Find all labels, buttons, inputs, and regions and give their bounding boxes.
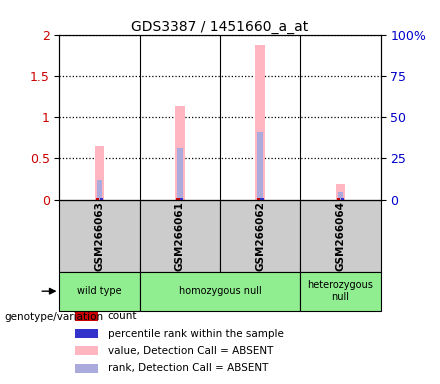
Bar <box>175 106 185 200</box>
Bar <box>260 198 264 200</box>
Text: GSM266061: GSM266061 <box>175 201 185 271</box>
Text: wild type: wild type <box>77 286 122 296</box>
Bar <box>95 146 104 200</box>
Bar <box>140 200 220 272</box>
Title: GDS3387 / 1451660_a_at: GDS3387 / 1451660_a_at <box>132 20 308 33</box>
Bar <box>76 311 99 321</box>
Bar <box>76 346 99 356</box>
Bar <box>255 45 265 200</box>
Text: percentile rank within the sample: percentile rank within the sample <box>108 328 283 339</box>
Bar <box>140 272 300 311</box>
Text: count: count <box>108 311 137 321</box>
Bar <box>180 198 183 200</box>
Bar <box>257 198 260 200</box>
Bar <box>176 198 180 200</box>
Text: genotype/variation: genotype/variation <box>4 312 103 322</box>
Bar <box>220 200 300 272</box>
Bar <box>337 192 343 200</box>
Bar <box>336 184 345 200</box>
Bar <box>76 329 99 338</box>
Bar <box>76 364 99 373</box>
Text: value, Detection Call = ABSENT: value, Detection Call = ABSENT <box>108 346 273 356</box>
Bar <box>300 200 381 272</box>
Bar <box>337 198 340 200</box>
Text: GSM266064: GSM266064 <box>335 201 345 271</box>
Bar <box>300 272 381 311</box>
Text: heterozygous
null: heterozygous null <box>308 280 374 302</box>
Bar <box>59 200 140 272</box>
Bar <box>100 198 103 200</box>
Bar <box>257 132 263 200</box>
Bar <box>341 198 344 200</box>
Bar <box>97 180 103 200</box>
Text: GSM266063: GSM266063 <box>95 201 105 271</box>
Text: homozygous null: homozygous null <box>179 286 261 296</box>
Text: GSM266062: GSM266062 <box>255 201 265 271</box>
Bar <box>96 198 99 200</box>
Bar <box>59 272 140 311</box>
Text: rank, Detection Call = ABSENT: rank, Detection Call = ABSENT <box>108 363 268 373</box>
Bar <box>177 147 183 200</box>
